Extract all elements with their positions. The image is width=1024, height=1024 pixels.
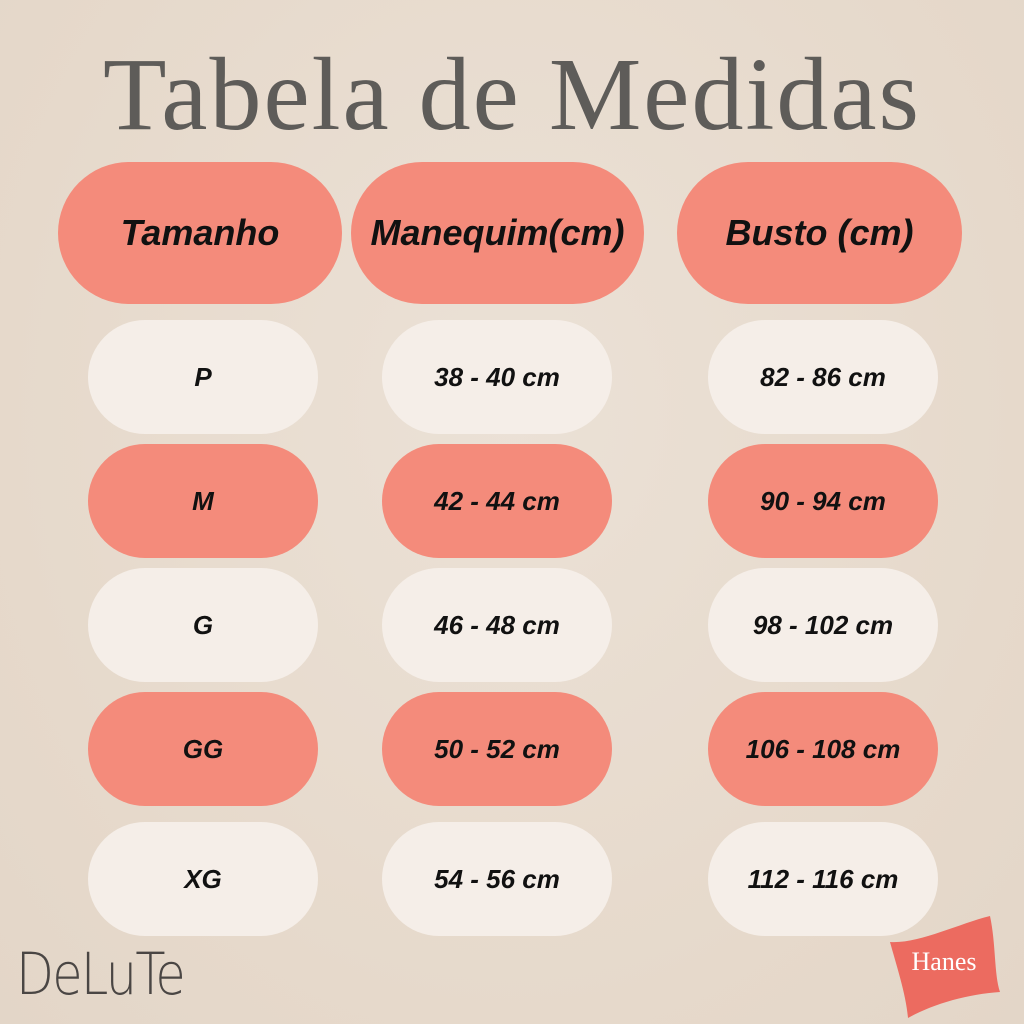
- cell-manequim: 54 - 56 cm: [382, 822, 612, 936]
- cell-busto: 82 - 86 cm: [708, 320, 938, 434]
- page-title: Tabela de Medidas: [103, 37, 921, 152]
- cell-tamanho: M: [88, 444, 318, 558]
- cell-busto: 106 - 108 cm: [708, 692, 938, 806]
- cell-manequim: 42 - 44 cm: [382, 444, 612, 558]
- cell-tamanho: G: [88, 568, 318, 682]
- cell-tamanho: GG: [88, 692, 318, 806]
- hanes-logo: Hanes: [890, 916, 1000, 1018]
- cell-busto: 112 - 116 cm: [708, 822, 938, 936]
- delute-logo: DeLuTe: [16, 940, 186, 1008]
- cell-busto: 98 - 102 cm: [708, 568, 938, 682]
- header-busto: Busto (cm): [677, 162, 962, 304]
- header-tamanho: Tamanho: [58, 162, 342, 304]
- cell-manequim: 38 - 40 cm: [382, 320, 612, 434]
- header-manequim: Manequim(cm): [351, 162, 644, 304]
- cell-manequim: 50 - 52 cm: [382, 692, 612, 806]
- cell-tamanho: P: [88, 320, 318, 434]
- cell-manequim: 46 - 48 cm: [382, 568, 612, 682]
- cell-tamanho: XG: [88, 822, 318, 936]
- cell-busto: 90 - 94 cm: [708, 444, 938, 558]
- hanes-logo-text: Hanes: [912, 947, 977, 976]
